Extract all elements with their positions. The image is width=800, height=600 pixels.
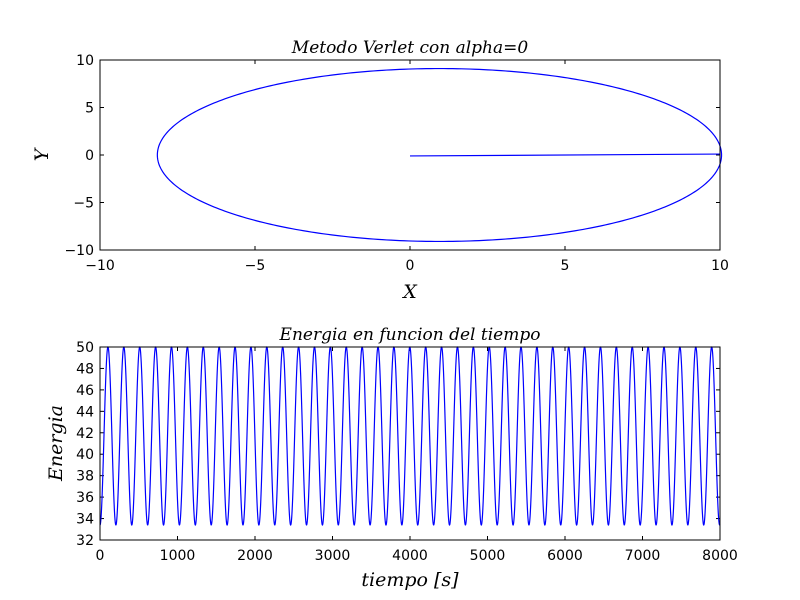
y-tick-label: 0 [85,148,94,164]
x-tick-label: 8000 [702,548,738,564]
y-tick-label: 32 [76,533,94,549]
x-tick-label: 4000 [392,548,428,564]
energy-chart-ylabel: Energia [45,405,67,482]
orbit-ellipse [156,67,723,243]
y-tick-label: 44 [76,404,94,420]
y-tick-label: 10 [76,53,94,69]
orbit-radius-line [409,153,721,157]
y-tick-label: 34 [76,512,94,528]
energy-series-line [99,346,721,526]
x-tick-label: 6000 [547,548,583,564]
orbit-chart-frame [99,59,721,251]
x-tick-label: −10 [85,258,115,274]
x-tick-label: 7000 [625,548,661,564]
energy-chart-series [99,346,721,526]
y-tick-label: −5 [73,196,94,212]
x-tick-label: 1000 [160,548,196,564]
energy-chart-frame [99,346,721,541]
orbit-chart-tick-labels: −10 −5 0 5 10 −10 −5 0 5 10 [64,53,728,274]
energy-chart: Energia en funcion del tiempo 0 1000 2000 3… [45,325,738,591]
orbit-chart-series [156,67,723,243]
y-tick-label: 42 [76,426,94,442]
orbit-chart-xlabel: X [401,281,418,303]
y-tick-label: 38 [76,469,94,485]
x-tick-label: −5 [245,258,266,274]
y-tick-label: 36 [76,490,94,506]
orbit-chart: Metodo Verlet con alpha=0 −10 −5 0 5 10 −10 −5… [31,38,729,303]
y-tick-label: 40 [76,447,94,463]
y-tick-label: 48 [76,361,94,377]
orbit-chart-ylabel: Y [31,146,53,161]
x-tick-label: 3000 [315,548,351,564]
energy-chart-title: Energia en funcion del tiempo [279,325,541,345]
y-tick-label: 46 [76,383,94,399]
energy-chart-xlabel: tiempo [s] [361,569,459,591]
x-tick-label: 10 [711,258,729,274]
x-tick-label: 0 [406,258,415,274]
energy-chart-tick-labels: 0 1000 2000 3000 4000 5000 6000 7000 8000 32 34 36 3… [76,340,738,564]
energy-chart-ticks [99,346,721,541]
y-tick-label: 50 [76,340,94,356]
x-tick-label: 0 [96,548,105,564]
orbit-chart-title: Metodo Verlet con alpha=0 [291,38,529,58]
y-tick-label: 5 [85,101,94,117]
x-tick-label: 5 [561,258,570,274]
x-tick-label: 5000 [470,548,506,564]
x-tick-label: 2000 [237,548,273,564]
y-tick-label: −10 [64,243,94,259]
